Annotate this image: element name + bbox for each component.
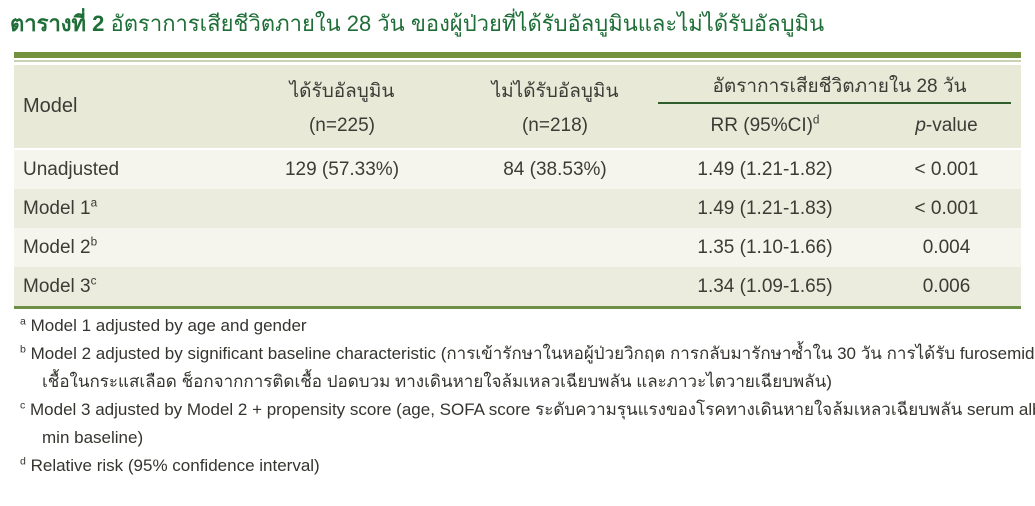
table-header: Model ได้รับอัลบูมิน (n=225) ไม่ได้รับอั… (14, 65, 1021, 150)
cell-p: < 0.001 (914, 197, 979, 219)
cell-model: Model 2b (23, 235, 98, 258)
header-no-albumin-label: ไม่ได้รับอัลบูมิน (491, 81, 619, 102)
cell-p: 0.004 (922, 236, 971, 258)
cell-no-albumin: 84 (38.53%) (503, 158, 607, 180)
table-top-gap (14, 58, 1021, 60)
footnote-b: b Model 2 adjusted by significant baseli… (20, 343, 1035, 363)
table-top-rule (14, 60, 1021, 62)
header-rr: RR (95%CI)d (710, 113, 820, 136)
table-row: Model 2b 1.35 (1.10-1.66) 0.004 (14, 228, 1021, 267)
cell-model: Model 3c (23, 274, 97, 297)
table-top-bar (14, 52, 1021, 58)
header-albumin: ได้รับอัลบูมิน (n=225) (232, 65, 452, 148)
cell-albumin: 129 (57.33%) (284, 158, 400, 180)
header-no-albumin: ไม่ได้รับอัลบูมิน (n=218) (452, 65, 658, 148)
table-row: Model 3c 1.34 (1.09-1.65) 0.006 (14, 267, 1021, 306)
cell-model: Unadjusted (23, 158, 120, 180)
footnote-c-continued: min baseline) (42, 428, 144, 447)
footnotes: a Model 1 adjusted by age and gender b M… (20, 312, 1035, 480)
cell-rr: 1.49 (1.21-1.83) (697, 197, 833, 219)
footnote-c: c Model 3 adjusted by Model 2 + propensi… (20, 399, 1035, 419)
header-mortality-group: อัตราการเสียชีวิตภายใน 28 วัน RR (95%CI)… (658, 65, 1021, 148)
table-caption-number: ตารางที่ 2 (10, 11, 105, 36)
footnote-a: a Model 1 adjusted by age and gender (20, 315, 307, 335)
header-mortality-span: อัตราการเสียชีวิตภายใน 28 วัน (712, 76, 967, 97)
table-caption-text: อัตราการเสียชีวิตภายใน 28 วัน ของผู้ป่วย… (104, 11, 825, 36)
cell-p: < 0.001 (914, 158, 979, 180)
header-mortality-rule (658, 102, 1011, 104)
table-body: Unadjusted 129 (57.33%) 84 (38.53%) 1.49… (14, 150, 1021, 309)
table-row: Unadjusted 129 (57.33%) 84 (38.53%) 1.49… (14, 150, 1021, 189)
header-rr-sup: d (812, 113, 820, 127)
header-mortality-subrow: RR (95%CI)d p-value (658, 104, 1021, 148)
footnote-d: d Relative risk (95% confidence interval… (20, 455, 320, 475)
cell-rr: 1.49 (1.21-1.82) (697, 158, 833, 180)
cell-rr: 1.34 (1.09-1.65) (697, 275, 833, 297)
header-albumin-label: ได้รับอัลบูมิน (289, 81, 395, 102)
table-caption: ตารางที่ 2 อัตราการเสียชีวิตภายใน 28 วัน… (10, 6, 824, 41)
header-model: Model (23, 95, 78, 117)
header-albumin-n: (n=225) (308, 115, 376, 136)
cell-rr: 1.35 (1.10-1.66) (697, 236, 833, 258)
table-top-gap2 (14, 62, 1021, 65)
results-table: Model ได้รับอัลบูมิน (n=225) ไม่ได้รับอั… (14, 52, 1021, 309)
header-no-albumin-n: (n=218) (521, 115, 589, 136)
cell-model: Model 1a (23, 196, 98, 219)
cell-p: 0.006 (922, 275, 971, 297)
header-p-value: p-value (915, 115, 978, 136)
footnote-b-continued: เชื้อในกระแสเลือด ช็อกจากการติดเชื้อ ปอด… (42, 372, 832, 391)
table-row: Model 1a 1.49 (1.21-1.83) < 0.001 (14, 189, 1021, 228)
